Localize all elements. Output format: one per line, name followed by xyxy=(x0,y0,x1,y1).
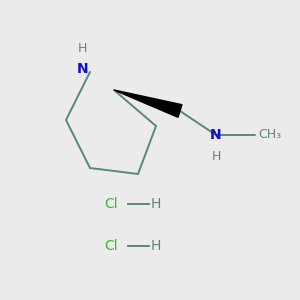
Text: H: H xyxy=(78,41,87,55)
Text: N: N xyxy=(77,62,88,76)
Text: Cl: Cl xyxy=(104,239,118,253)
Text: N: N xyxy=(210,128,222,142)
Text: H: H xyxy=(151,197,161,211)
Text: Cl: Cl xyxy=(104,197,118,211)
Text: H: H xyxy=(151,239,161,253)
Text: CH₃: CH₃ xyxy=(258,128,281,142)
Text: H: H xyxy=(211,149,221,163)
Polygon shape xyxy=(114,90,182,117)
